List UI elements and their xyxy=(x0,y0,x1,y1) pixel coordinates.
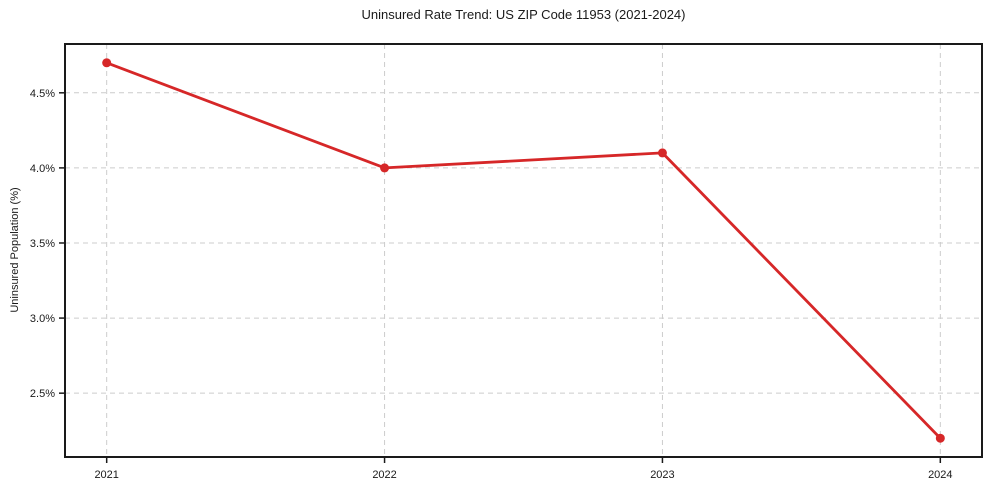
y-tick-label: 2.5% xyxy=(30,388,55,400)
data-point xyxy=(935,433,945,443)
y-tick-label: 4.5% xyxy=(30,88,55,100)
y-tick-label: 3.5% xyxy=(30,238,55,250)
data-point xyxy=(102,58,112,68)
plot-border xyxy=(64,43,983,458)
x-tick-label: 2024 xyxy=(928,469,952,481)
x-tick-label: 2023 xyxy=(650,469,674,481)
x-tick-label: 2022 xyxy=(372,469,396,481)
data-point xyxy=(657,148,667,158)
y-tick-label: 4.0% xyxy=(30,163,55,175)
data-point xyxy=(380,163,390,173)
trend-line xyxy=(105,61,942,440)
chart-title: Uninsured Rate Trend: US ZIP Code 11953 … xyxy=(361,7,686,22)
y-tick-label: 3.0% xyxy=(30,313,55,325)
x-tick-label: 2021 xyxy=(94,469,118,481)
